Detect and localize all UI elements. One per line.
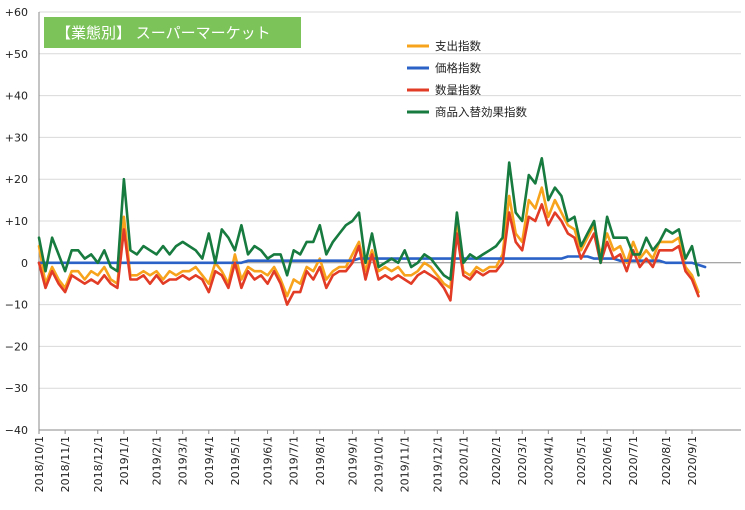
y-tick-label: 0 [21, 257, 28, 270]
chart-title: 【業態別】 スーパーマーケット [44, 17, 301, 48]
legend-label: 価格指数 [435, 61, 481, 75]
x-tick-label: 2018/12/1 [92, 436, 105, 492]
x-tick-label: 2019/6/1 [262, 436, 275, 485]
x-tick-label: 2019/12/1 [431, 436, 444, 492]
x-tick-label: 2020/5/1 [575, 436, 588, 485]
x-tick-label: 2018/10/1 [33, 436, 46, 492]
chart-title-background [44, 17, 301, 48]
x-tick-label: 2019/7/1 [288, 436, 301, 485]
y-tick-label: +30 [5, 131, 28, 144]
y-tick-label: −30 [5, 382, 28, 395]
x-tick-label: 2019/5/1 [229, 436, 242, 485]
x-tick-label: 2020/1/1 [457, 436, 470, 485]
x-tick-label: 2020/3/1 [516, 436, 529, 485]
y-tick-label: +50 [5, 48, 28, 61]
x-tick-label: 2019/11/1 [399, 436, 412, 492]
x-tick-label: 2019/1/1 [118, 436, 131, 485]
x-tick-label: 2019/2/1 [151, 436, 164, 485]
y-tick-label: +20 [5, 173, 28, 186]
x-tick-label: 2019/8/1 [314, 436, 327, 485]
x-tick-label: 2019/10/1 [373, 436, 386, 492]
x-tick-label: 2020/4/1 [542, 436, 555, 485]
y-tick-label: −10 [5, 299, 28, 312]
series-line-0 [37, 186, 700, 298]
series-line-2 [37, 203, 700, 306]
x-tick-label: 2020/6/1 [601, 436, 614, 485]
x-axis: 2018/10/1 2018/11/1 2018/12/1 2019/1/1 2019/… [33, 430, 699, 492]
x-tick-label: 2020/8/1 [660, 436, 673, 485]
x-tick-label: 2019/3/1 [177, 436, 190, 485]
y-axis: +60 +50 +40 +30 +20 +10 0 −10 −20 −30 −40 [5, 6, 741, 437]
gridlines [39, 11, 741, 431]
x-tick-label: 2018/11/1 [59, 436, 72, 492]
x-tick-label: 2020/9/1 [686, 436, 699, 485]
y-tick-label: +40 [5, 90, 28, 103]
legend-label: 商品入替効果指数 [435, 105, 527, 119]
series-line-3 [37, 157, 700, 281]
x-tick-label: 2020/2/1 [490, 436, 503, 485]
y-tick-label: −20 [5, 340, 28, 353]
x-tick-label: 2019/9/1 [346, 436, 359, 485]
chart-title-text: 【業態別】 スーパーマーケット [56, 24, 271, 42]
legend-label: 数量指数 [435, 83, 481, 97]
y-tick-label: −40 [5, 424, 28, 437]
x-tick-label: 2019/4/1 [203, 436, 216, 485]
series-lines [37, 157, 707, 306]
x-tick-label: 2020/7/1 [627, 436, 640, 485]
legend-label: 支出指数 [435, 39, 481, 53]
y-tick-label: +10 [5, 215, 28, 228]
y-tick-label: +60 [5, 6, 28, 19]
